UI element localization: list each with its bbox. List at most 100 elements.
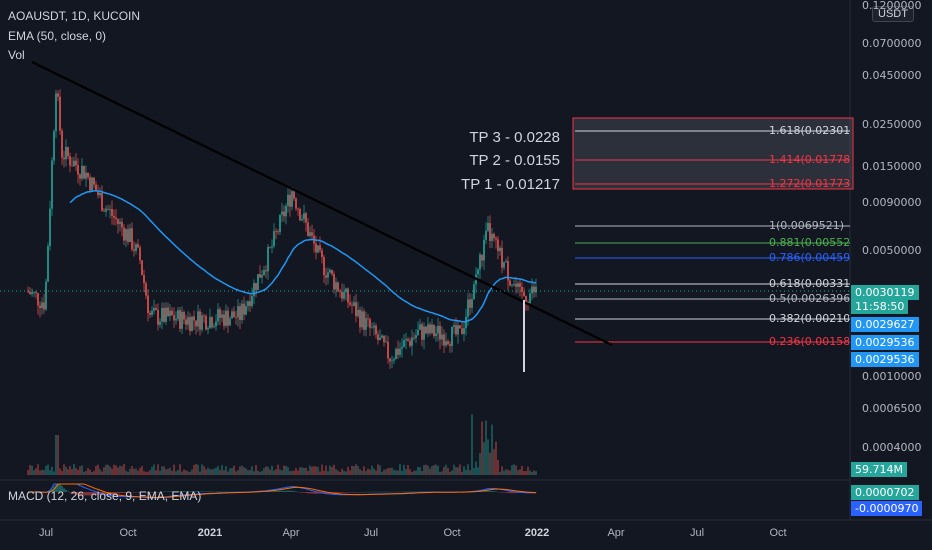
time-tick: Jul — [38, 527, 54, 539]
volume-bar — [35, 468, 37, 475]
volume-bar — [141, 466, 143, 475]
ema-legend[interactable]: EMA (50, close, 0) — [8, 29, 107, 43]
macd-bar — [69, 492, 71, 493]
volume-bar — [91, 471, 93, 475]
volume-bar — [521, 465, 523, 475]
volume-legend[interactable]: Vol — [8, 48, 25, 62]
candle-body — [511, 284, 513, 286]
macd-bar — [269, 491, 271, 492]
candle-body — [399, 348, 401, 355]
macd-bar — [197, 491, 199, 492]
volume-bars — [27, 414, 537, 475]
candle-body — [131, 228, 133, 250]
volume-bar — [159, 470, 161, 475]
volume-bar — [401, 471, 403, 475]
volume-bar — [269, 469, 271, 475]
macd-bar — [159, 491, 161, 493]
candle-body — [219, 309, 221, 318]
macd-bar — [293, 490, 295, 492]
macd-bar — [63, 488, 65, 492]
volume-bar — [153, 464, 155, 475]
volume-bar — [451, 470, 453, 475]
volume-bar — [55, 435, 57, 475]
volume-bar — [101, 471, 103, 475]
candle-body — [89, 177, 91, 191]
macd-bar — [219, 491, 221, 493]
volume-bar — [369, 469, 371, 475]
candle-body — [215, 321, 217, 327]
macd-bar — [83, 492, 85, 496]
volume-bar — [59, 468, 61, 475]
candle-body — [461, 328, 463, 334]
macd-bar — [179, 491, 181, 492]
candle-body — [323, 256, 325, 276]
volume-bar — [189, 471, 191, 475]
volume-bar — [391, 467, 393, 475]
volume-bar — [229, 468, 231, 475]
macd-bar — [353, 492, 355, 493]
candle-body — [133, 249, 135, 251]
volume-bar — [367, 468, 369, 475]
macd-bar — [369, 491, 371, 493]
volume-bar — [439, 471, 441, 475]
candle-body — [439, 325, 441, 340]
candle-body — [169, 310, 171, 317]
macd-bar — [273, 491, 275, 492]
volume-bar — [273, 470, 275, 475]
volume-bar — [393, 469, 395, 475]
macd-bar — [339, 492, 341, 493]
candle-body — [259, 274, 261, 278]
volume-bar — [47, 464, 49, 475]
volume-bar — [199, 471, 201, 475]
volume-bar — [95, 465, 97, 475]
candle-body — [61, 130, 63, 158]
volume-bar — [265, 466, 267, 475]
volume-bar — [297, 470, 299, 475]
candle-body — [29, 291, 31, 295]
candle-body — [345, 288, 347, 293]
candle-body — [491, 233, 493, 241]
candle-body — [303, 213, 305, 220]
candle-body — [257, 274, 259, 290]
volume-bar — [387, 468, 389, 475]
macd-bar — [157, 492, 159, 493]
candle-body — [527, 301, 529, 304]
target-zone-box — [572, 117, 854, 190]
time-tick: Apr — [607, 527, 625, 539]
macd-bar — [297, 491, 299, 493]
fib-label: 0.618(0.0033173) — [769, 277, 849, 290]
volume-bar — [469, 470, 471, 475]
macd-bar — [413, 491, 415, 493]
macd-bar — [503, 492, 505, 493]
macd-bar — [483, 490, 485, 492]
currency-button[interactable]: USDT — [872, 6, 914, 22]
macd-bar — [313, 492, 315, 494]
candle-body — [109, 209, 111, 210]
candle-body — [341, 291, 343, 299]
candle-body — [165, 307, 167, 322]
candle-body — [201, 315, 203, 330]
trendline[interactable] — [31, 61, 613, 346]
candle-body — [297, 208, 299, 210]
macd-bar — [177, 491, 179, 492]
candle-body — [63, 157, 65, 160]
countdown-badge: 11:58:50 — [851, 299, 909, 314]
target-1-label: TP 1 - 0.01217 — [461, 176, 560, 193]
symbol-legend[interactable]: AOAUSDT, 1D, KUCOIN — [8, 9, 141, 23]
candle-body — [47, 245, 49, 282]
volume-bar — [455, 467, 457, 475]
macd-bar — [405, 491, 407, 493]
candles — [27, 89, 537, 369]
macd-bar — [61, 485, 63, 492]
candle-body — [197, 311, 199, 327]
candle-body — [205, 316, 207, 330]
macd-legend[interactable]: MACD (12, 26, close, 9, EMA, EMA) — [8, 489, 202, 503]
volume-bar — [307, 471, 309, 475]
candle-body — [185, 319, 187, 325]
macd-bar — [485, 490, 487, 492]
volume-bar — [375, 470, 377, 475]
fib-label: 0.5(0.0026396) — [769, 292, 849, 305]
candle-body — [97, 191, 99, 196]
candle-body — [455, 325, 457, 335]
